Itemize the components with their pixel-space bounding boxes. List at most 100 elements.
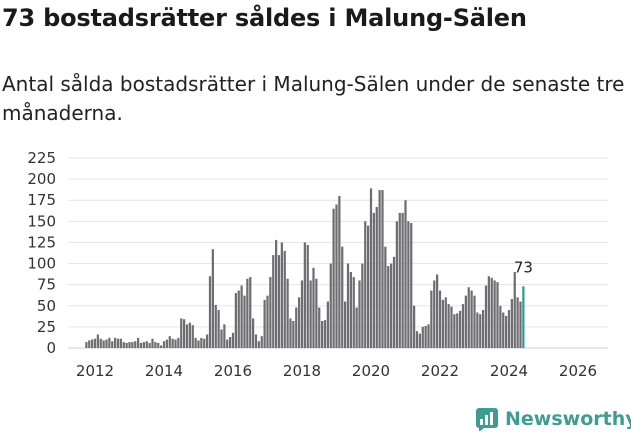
bar xyxy=(185,324,189,348)
x-tick-label: 2016 xyxy=(214,362,252,380)
x-tick-label: 2024 xyxy=(490,362,528,380)
bar xyxy=(341,246,344,348)
bar xyxy=(203,338,206,348)
bar xyxy=(479,314,482,348)
brand-name: Newsworthy xyxy=(505,408,631,430)
highlighted-bar xyxy=(522,286,525,348)
bar xyxy=(139,342,143,348)
bar xyxy=(171,338,174,348)
bar xyxy=(459,310,462,348)
bar xyxy=(401,212,404,348)
bar xyxy=(116,338,120,348)
bar xyxy=(413,305,416,348)
bar xyxy=(326,301,329,348)
bar xyxy=(464,295,467,348)
bar xyxy=(332,208,335,348)
bar xyxy=(188,322,191,348)
bar xyxy=(470,290,473,348)
bar xyxy=(85,342,88,348)
bar xyxy=(295,307,298,348)
bars xyxy=(85,188,525,348)
bar xyxy=(450,306,453,348)
bar xyxy=(369,188,373,348)
bar xyxy=(444,297,447,348)
bar xyxy=(286,278,289,348)
bar xyxy=(456,313,459,348)
bar xyxy=(125,342,128,348)
bar xyxy=(358,280,361,348)
bar xyxy=(134,341,137,348)
bar xyxy=(381,190,384,348)
bar xyxy=(502,312,505,348)
y-tick-label: 25 xyxy=(37,318,56,336)
bar xyxy=(252,318,255,348)
bar xyxy=(306,244,309,348)
y-tick-label: 175 xyxy=(27,191,56,209)
bar xyxy=(231,332,235,348)
bar xyxy=(229,337,232,348)
bar xyxy=(108,337,111,348)
bar xyxy=(226,339,229,348)
y-tick-label: 50 xyxy=(37,297,56,315)
bar xyxy=(177,337,180,348)
bar xyxy=(338,196,341,348)
x-tick-label: 2014 xyxy=(145,362,183,380)
bar xyxy=(257,341,260,348)
bar xyxy=(243,295,246,348)
x-axis-ticks: 2012 2014 2016 2018 2020 2022 2024 2026 xyxy=(76,362,597,380)
highlight-value-label: 73 xyxy=(514,258,533,276)
bar xyxy=(364,221,367,348)
bar xyxy=(194,337,197,348)
bar xyxy=(505,315,508,348)
newsworthy-logo-icon xyxy=(476,408,498,431)
bar xyxy=(367,225,370,348)
bar xyxy=(197,340,200,348)
bar xyxy=(318,307,321,348)
x-tick-label: 2018 xyxy=(283,362,321,380)
bar xyxy=(217,310,220,348)
bar xyxy=(269,277,272,348)
bar xyxy=(151,338,154,348)
bar xyxy=(289,318,292,348)
bar xyxy=(473,295,476,348)
bar xyxy=(482,310,485,348)
bar xyxy=(461,304,465,348)
bar xyxy=(507,310,511,348)
bar xyxy=(111,341,114,348)
bar xyxy=(154,342,157,348)
bar xyxy=(415,331,419,348)
bar xyxy=(384,246,387,348)
bar xyxy=(99,338,102,348)
bar xyxy=(119,338,122,348)
bar xyxy=(467,287,470,348)
bar xyxy=(300,280,304,348)
bar xyxy=(122,342,125,348)
bar xyxy=(96,334,99,348)
y-tick-label: 75 xyxy=(37,276,56,294)
bar xyxy=(165,339,168,348)
bar xyxy=(148,342,151,348)
bar xyxy=(390,263,393,348)
bar xyxy=(142,342,145,348)
bar xyxy=(436,274,439,348)
bar xyxy=(404,200,407,348)
bar xyxy=(312,267,315,348)
x-tick-label: 2022 xyxy=(421,362,459,380)
bar xyxy=(272,255,275,348)
bar xyxy=(484,285,488,348)
bar xyxy=(375,206,378,348)
newsworthy-brand[interactable]: Newsworthy xyxy=(475,407,631,431)
y-tick-label: 225 xyxy=(27,149,56,167)
page-title: 73 bostadsrätter såldes i Malung-Sälen xyxy=(2,4,527,32)
y-tick-label: 125 xyxy=(27,233,56,251)
bar xyxy=(240,285,243,348)
bar xyxy=(292,320,295,348)
bar xyxy=(260,336,263,348)
y-tick-label: 150 xyxy=(27,212,56,230)
bar xyxy=(398,212,401,348)
bar xyxy=(418,333,421,348)
bar xyxy=(427,324,430,348)
chart-subtitle: Antal sålda bostadsrätter i Malung-Sälen… xyxy=(2,72,625,125)
bar xyxy=(105,339,108,348)
bar xyxy=(309,280,312,348)
